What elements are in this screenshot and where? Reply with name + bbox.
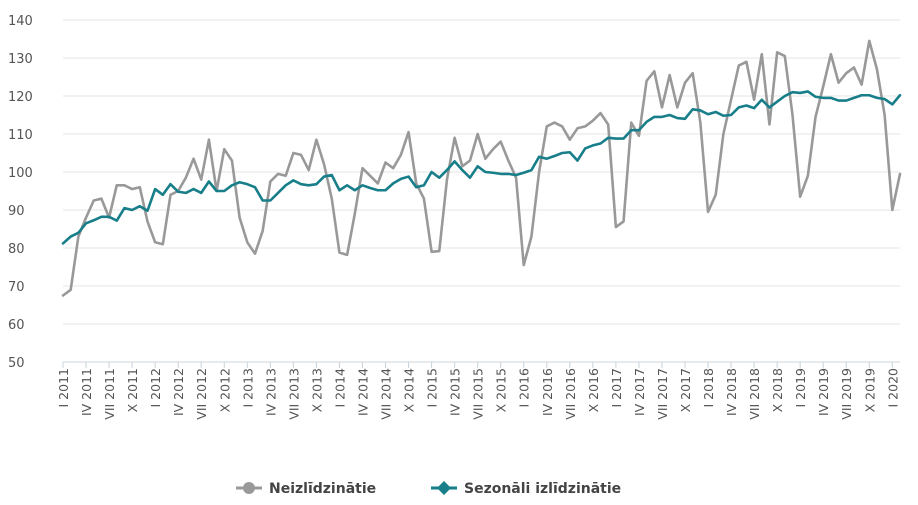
y-tick-label: 100 — [8, 166, 33, 181]
y-tick-label: 80 — [8, 242, 25, 257]
x-tick-label: VII 2019 — [839, 368, 854, 420]
x-tick-label: I 2017 — [609, 368, 624, 407]
x-tick-label: IV 2017 — [632, 368, 647, 416]
y-tick-label: 110 — [8, 128, 33, 143]
y-tick-label: 90 — [8, 204, 25, 219]
x-tick-label: X 2015 — [494, 368, 509, 412]
x-tick-label: IV 2019 — [816, 368, 831, 416]
y-tick-label: 70 — [8, 280, 25, 295]
x-tick-label: I 2016 — [517, 368, 532, 408]
x-tick-label: I 2013 — [240, 368, 255, 407]
legend-label-1: Neizlīdzinātie — [269, 481, 376, 497]
legend-item-1: Neizlīdzinātie — [236, 481, 376, 497]
x-tick-label: I 2020 — [885, 368, 900, 408]
x-tick-label: X 2018 — [770, 368, 785, 412]
x-tick-label: IV 2014 — [355, 368, 370, 416]
x-tick-label: VII 2017 — [655, 368, 670, 420]
x-tick-label: IV 2016 — [540, 368, 555, 416]
x-axis: I 2011 IV 2011 VII 2011 X 2011 I 2012 IV 2012… — [56, 362, 900, 420]
series-line-2 — [61, 90, 902, 245]
x-tick-label: IV 2012 — [171, 368, 186, 416]
legend-item-2: Sezonāli izlīdzinātie — [431, 481, 621, 497]
x-tick-label: VII 2011 — [102, 368, 117, 420]
legend-label-2: Sezonāli izlīdzinātie — [464, 481, 621, 497]
x-tick-label: VII 2014 — [379, 368, 394, 420]
x-tick-label: I 2018 — [701, 368, 716, 408]
x-tick-label: VII 2013 — [286, 368, 301, 420]
x-tick-label: VII 2016 — [563, 368, 578, 420]
y-tick-label: 130 — [8, 52, 33, 67]
x-tick-label: IV 2011 — [79, 368, 94, 416]
series-lines — [61, 39, 902, 297]
x-tick-label: I 2019 — [793, 368, 808, 408]
x-tick-label: X 2013 — [309, 368, 324, 412]
legend-marker-circle — [243, 482, 255, 494]
x-tick-label: I 2014 — [332, 368, 347, 408]
x-tick-label: I 2011 — [56, 368, 71, 407]
x-tick-label: IV 2015 — [448, 368, 463, 416]
legend-marker-diamond — [437, 481, 451, 495]
x-tick-label: VII 2012 — [194, 368, 209, 420]
x-tick-label: X 2011 — [125, 368, 140, 412]
x-tick-label: X 2017 — [678, 368, 693, 412]
y-tick-label: 60 — [8, 318, 25, 333]
legend: Neizlīdzinātie Sezonāli izlīdzinātie — [236, 481, 621, 497]
x-tick-label: X 2012 — [217, 368, 232, 412]
x-tick-label: VII 2015 — [471, 368, 486, 420]
x-tick-label: X 2016 — [586, 368, 601, 412]
y-tick-label: 140 — [8, 14, 33, 29]
y-tick-label: 120 — [8, 90, 33, 105]
y-tick-label: 50 — [8, 356, 25, 371]
x-tick-label: IV 2018 — [724, 368, 739, 416]
series-line-1 — [61, 39, 902, 297]
y-axis: 50 60 70 80 90 100 110 120 130 140 — [8, 14, 33, 371]
x-tick-label: X 2014 — [402, 368, 417, 412]
x-tick-label: VII 2018 — [747, 368, 762, 420]
x-tick-label: X 2019 — [862, 368, 877, 412]
x-tick-label: I 2012 — [148, 368, 163, 407]
x-tick-label: IV 2013 — [263, 368, 278, 416]
x-tick-label: I 2015 — [425, 368, 440, 407]
